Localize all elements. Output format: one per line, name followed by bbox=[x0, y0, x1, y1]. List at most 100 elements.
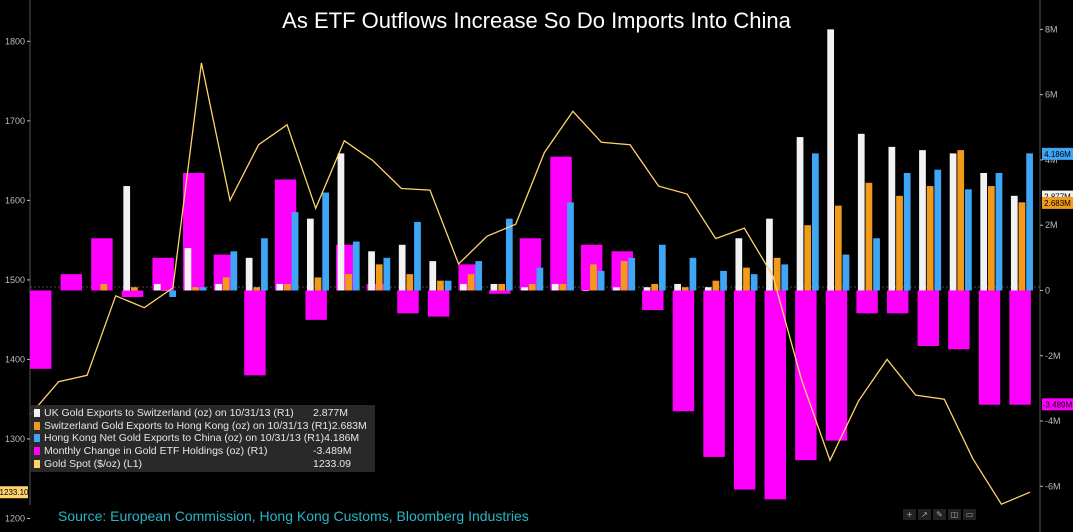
swiss-bar bbox=[253, 287, 261, 291]
hk-bar bbox=[934, 169, 942, 291]
uk-bar bbox=[766, 218, 773, 291]
etf-bar bbox=[91, 238, 113, 291]
uk-bar bbox=[460, 283, 467, 291]
left-axis-ticks: 1200 1300 1400 1500 1600 1700 1800 bbox=[5, 36, 30, 523]
source-note: Source: European Commission, Hong Kong C… bbox=[58, 508, 529, 524]
zoom-in-icon[interactable]: + bbox=[903, 509, 916, 520]
etf-bar bbox=[886, 290, 909, 314]
uk-bar bbox=[888, 146, 896, 291]
etf-bar bbox=[213, 254, 236, 291]
right-tick-label: 4M bbox=[1045, 155, 1058, 165]
right-value-tag: 4.186M bbox=[1044, 150, 1071, 159]
legend-value: 2.683M bbox=[331, 419, 367, 432]
legend-item-swiss: Switzerland Gold Exports to Hong Kong (o… bbox=[34, 420, 371, 433]
legend-value: 2.877M bbox=[313, 407, 349, 420]
etf-bar bbox=[856, 290, 878, 314]
uk-bar bbox=[949, 153, 957, 291]
left-tick-label: 1600 bbox=[5, 195, 25, 205]
etf-bar bbox=[795, 290, 817, 461]
uk-bar bbox=[1010, 195, 1018, 291]
legend-label: Gold Spot ($/oz) (L1) bbox=[44, 457, 143, 470]
uk-bar bbox=[643, 287, 651, 291]
left-value-tag-bg bbox=[0, 486, 28, 499]
swiss-bar bbox=[834, 205, 842, 291]
etf-bar bbox=[733, 290, 756, 490]
legend: UK Gold Exports to Switzerland (oz) on 1… bbox=[30, 405, 375, 472]
swiss-bar bbox=[559, 283, 567, 291]
uk-bar bbox=[153, 283, 161, 291]
right-tick-label: -6M bbox=[1045, 481, 1061, 491]
swiss-bar bbox=[467, 274, 475, 291]
swiss-bar bbox=[131, 287, 138, 291]
swiss-bar bbox=[681, 287, 689, 291]
window-icon[interactable]: ▭ bbox=[963, 509, 976, 520]
swiss-bar bbox=[651, 283, 659, 291]
uk-bar bbox=[337, 153, 345, 291]
left-tick-label: 1800 bbox=[5, 36, 25, 46]
legend-label: Hong Kong Net Gold Exports to China (oz)… bbox=[44, 432, 325, 445]
legend-swatch-swiss bbox=[34, 421, 40, 430]
etf-bar bbox=[274, 179, 297, 291]
legend-label: UK Gold Exports to Switzerland (oz) on 1… bbox=[44, 407, 294, 420]
left-value-tag: 1233.10 bbox=[0, 488, 29, 497]
uk-bar bbox=[796, 137, 804, 291]
right-tick-label: 2M bbox=[1045, 220, 1058, 230]
swiss-bar bbox=[773, 257, 781, 291]
draw-icon[interactable]: ✎ bbox=[933, 509, 946, 520]
legend-value: 4.186M bbox=[324, 432, 360, 445]
legend-item-gold: Gold Spot ($/oz) (L1) 1233.09 bbox=[34, 457, 371, 470]
hk-bar bbox=[444, 280, 452, 291]
swiss-bar bbox=[345, 274, 352, 291]
uk-bar bbox=[613, 287, 620, 291]
right-value-tag-bg bbox=[1042, 147, 1073, 160]
uk-bar bbox=[551, 283, 559, 291]
swiss-bar bbox=[528, 283, 536, 291]
hk-bar bbox=[291, 212, 299, 291]
uk-bar bbox=[919, 150, 926, 291]
etf-bar bbox=[244, 290, 266, 376]
swiss-bar bbox=[222, 277, 230, 291]
hk-bar bbox=[720, 270, 727, 291]
hk-bar bbox=[322, 192, 330, 291]
swiss-bar bbox=[743, 267, 750, 291]
hk-bar bbox=[536, 267, 544, 291]
swiss-bar bbox=[865, 182, 873, 291]
layout-icon[interactable]: ◫ bbox=[948, 509, 961, 520]
swiss-bar bbox=[406, 274, 414, 291]
swiss-bar bbox=[161, 290, 169, 291]
left-tick-label: 1200 bbox=[5, 513, 25, 523]
hk-bar bbox=[414, 221, 421, 291]
hk-bar bbox=[261, 238, 268, 291]
swiss-bar bbox=[926, 186, 934, 291]
swiss-bar bbox=[375, 264, 383, 291]
uk-bar bbox=[429, 261, 437, 291]
uk-bar bbox=[398, 244, 406, 291]
hk-bar bbox=[873, 238, 880, 291]
hk-bar bbox=[199, 287, 207, 291]
right-value-tag-bg bbox=[1042, 196, 1073, 209]
hk-bar bbox=[995, 172, 1003, 291]
uk-bar bbox=[582, 290, 590, 291]
uk-bar bbox=[368, 251, 375, 291]
right-value-tag-bg bbox=[1042, 398, 1073, 411]
gold-spot-series bbox=[29, 62, 1031, 506]
etf-bar bbox=[642, 290, 664, 311]
legend-swatch-uk bbox=[34, 409, 40, 418]
right-axis-ticks: -6M -4M -2M 0 2M 4M 6M 8M bbox=[1040, 24, 1061, 491]
swiss-bar bbox=[957, 150, 965, 291]
hk-bar bbox=[1026, 153, 1033, 291]
legend-item-etf: Monthly Change in Gold ETF Holdings (oz)… bbox=[34, 445, 371, 458]
expand-icon[interactable]: ↗ bbox=[918, 509, 931, 520]
right-tick-label: 0 bbox=[1045, 285, 1050, 295]
gold-spot-line bbox=[29, 62, 1031, 506]
legend-label: Monthly Change in Gold ETF Holdings (oz)… bbox=[44, 445, 268, 458]
right-tick-label: -4M bbox=[1045, 416, 1061, 426]
hk-bar bbox=[658, 244, 666, 291]
hk-bar bbox=[169, 290, 176, 298]
legend-item-uk: UK Gold Exports to Switzerland (oz) on 1… bbox=[34, 407, 371, 420]
swiss-bar bbox=[620, 261, 628, 291]
chart-toolbar: + ↗ ✎ ◫ ▭ bbox=[903, 509, 976, 520]
etf-bar bbox=[121, 290, 144, 298]
etf-bar bbox=[1009, 290, 1031, 405]
